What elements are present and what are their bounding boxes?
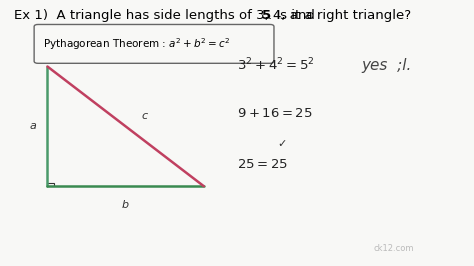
Text: $9 + 16 = 25$: $9 + 16 = 25$ [237, 107, 313, 119]
Text: $3^2 + 4^2 = 5^2$: $3^2 + 4^2 = 5^2$ [237, 57, 315, 73]
Text: 5: 5 [262, 10, 271, 22]
Text: . Is it a right triangle?: . Is it a right triangle? [268, 10, 411, 22]
Text: ✓: ✓ [278, 139, 287, 149]
Text: Pythagorean Theorem : $a^2 + b^2 = c^2$: Pythagorean Theorem : $a^2 + b^2 = c^2$ [43, 36, 230, 52]
Text: Ex 1)  A triangle has side lengths of 3, 4, and: Ex 1) A triangle has side lengths of 3, … [14, 10, 319, 22]
Bar [47, 183, 54, 186]
Text: $25 = 25$: $25 = 25$ [237, 159, 288, 171]
Text: ck12.com: ck12.com [373, 244, 414, 253]
Text: b: b [122, 200, 129, 210]
Text: c: c [142, 111, 147, 121]
Text: yes  ;l.: yes ;l. [361, 58, 411, 73]
Text: a: a [30, 121, 36, 131]
